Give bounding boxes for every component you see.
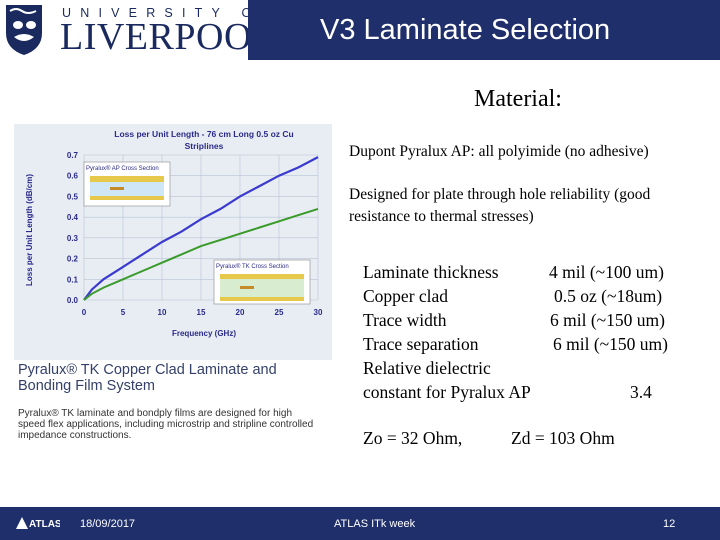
chart-x-tick-label: 15 [197, 308, 206, 317]
laminate-figure: Loss per Unit Length - 76 cm Long 0.5 oz… [14, 124, 332, 454]
chart-y-tick-label: 0.6 [67, 172, 79, 181]
chart-y-tick-label: 0.4 [67, 213, 79, 222]
spec-label: Trace separation [363, 334, 479, 354]
atlas-logo-icon: ATLAS [16, 517, 60, 530]
material-heading: Material: [474, 86, 562, 112]
tk-inset-label: Pyralux® TK Cross Section [216, 263, 289, 270]
spec-value: 6 mil (~150 um) [553, 334, 668, 354]
spec-row: Relative dielectric [363, 356, 531, 380]
chart-x-tick-label: 10 [158, 308, 167, 317]
ap-inset-label: Pyralux® AP Cross Section [86, 165, 159, 172]
chart-y-tick-label: 0.2 [67, 255, 79, 264]
zd-impedance: Zd = 103 Ohm [511, 428, 615, 448]
loss-chart: Loss per Unit Length - 76 cm Long 0.5 oz… [14, 124, 332, 360]
title-bar: V3 Laminate Selection [248, 0, 720, 60]
tk-cross-section-inset: Pyralux® TK Cross Section [213, 259, 311, 305]
chart-x-axis-label: Frequency (GHz) [172, 329, 236, 338]
university-of-text: UNIVERSITY OF [62, 6, 278, 20]
chart-ticks: 0.0 0.1 0.2 0.3 0.4 0.5 0.6 0.7 0 5 10 15 20 25 30 [67, 151, 323, 317]
chart-title-line2: Striplines [185, 141, 224, 151]
university-crest-icon [6, 5, 42, 55]
chart-series [83, 156, 319, 301]
page-number: 12 [663, 518, 676, 530]
spec-label: Laminate thickness [363, 262, 499, 282]
zo-impedance: Zo = 32 Ohm, [363, 428, 463, 448]
chart-y-tick-label: 0.5 [67, 192, 79, 201]
spec-row: constant for Pyralux AP 3.4 [363, 380, 652, 404]
footer-bar: ATLAS 18/09/2017 ATLAS ITk week 12 [0, 507, 720, 540]
spec-row: Laminate thickness 4 mil (~100 um) [363, 260, 664, 284]
footer-date: 18/09/2017 [80, 518, 136, 530]
spec-value: 6 mil (~150 um) [550, 310, 665, 330]
slide-title: V3 Laminate Selection [320, 14, 611, 46]
spec-label: Trace width [363, 310, 447, 330]
chart-title-line1: Loss per Unit Length - 76 cm Long 0.5 oz… [114, 129, 293, 139]
chart-grid [83, 154, 319, 301]
chart-y-axis-label: Loss per Unit Length (dB/cm) [25, 174, 34, 286]
figure-caption-text: Pyralux® TK laminate and bondply films a… [18, 408, 314, 441]
chart-y-tick-label: 0.0 [67, 296, 79, 305]
svg-text:ATLAS: ATLAS [29, 519, 60, 530]
chart-x-tick-label: 0 [82, 308, 87, 317]
chart-x-tick-label: 30 [314, 308, 323, 317]
university-name: LIVERPOOL [60, 16, 276, 58]
spec-value: 3.4 [630, 382, 652, 402]
spec-label: Relative dielectric [363, 358, 491, 378]
spec-label: Copper clad [363, 286, 449, 306]
spec-row: Copper clad 0.5 oz (~18um) [363, 284, 662, 308]
design-note: Designed for plate through hole reliabil… [349, 186, 651, 225]
spec-row: Trace width 6 mil (~150 um) [363, 308, 665, 332]
chart-y-tick-label: 0.1 [67, 275, 79, 284]
chart-x-tick-label: 25 [275, 308, 284, 317]
series-line-blue [83, 156, 319, 301]
laminate-spec-list: Laminate thickness 4 mil (~100 um) Copper… [363, 260, 668, 404]
spec-label: constant for Pyralux AP [363, 382, 531, 402]
ap-cross-section-inset: Pyralux® AP Cross Section [83, 161, 171, 207]
chart-x-tick-label: 20 [236, 308, 245, 317]
chart-y-tick-label: 0.3 [67, 234, 79, 243]
chart-x-tick-label: 5 [121, 308, 126, 317]
figure-caption-title: Pyralux® TK Copper Clad Laminate and Bon… [18, 362, 277, 394]
footer-event: ATLAS ITk week [334, 518, 416, 530]
university-logo: UNIVERSITY OF LIVERPOOL [0, 0, 275, 60]
spec-value: 4 mil (~100 um) [549, 262, 664, 282]
chart-y-tick-label: 0.7 [67, 151, 79, 160]
spec-row: Trace separation 6 mil (~150 um) [363, 332, 668, 356]
series-line-green [83, 207, 319, 301]
spec-value: 0.5 oz (~18um) [554, 286, 663, 306]
material-description: Dupont Pyralux AP: all polyimide (no adh… [349, 143, 649, 160]
